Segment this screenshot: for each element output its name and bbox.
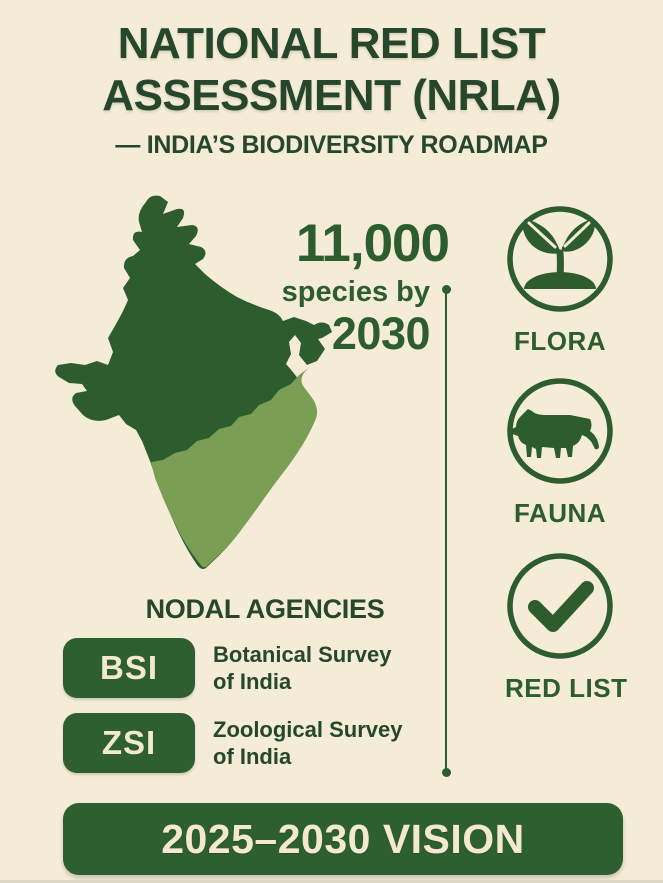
bottom-edge-divider: [0, 880, 663, 883]
timeline-line: [445, 289, 447, 772]
page-title: NATIONAL RED LIST ASSESSMENT (NRLA): [0, 18, 663, 122]
india-map: [55, 195, 332, 569]
goal-year: 2030: [331, 308, 431, 359]
vision-banner: 2025–2030 VISION: [63, 803, 623, 875]
agency-row-bsi: BSI Botanical Survey of India: [63, 638, 463, 698]
zsi-badge: ZSI: [63, 713, 195, 773]
seedling-icon: [507, 206, 613, 312]
header: NATIONAL RED LIST ASSESSMENT (NRLA) — IN…: [0, 18, 663, 160]
category-fauna: FAUNA: [505, 377, 615, 529]
bsi-name-line-1: Botanical Survey: [213, 642, 392, 667]
tiger-icon: [507, 378, 613, 484]
category-redlist: RED LIST: [505, 552, 628, 704]
flora-label: FLORA: [513, 326, 607, 356]
fauna-label: FAUNA: [513, 498, 607, 528]
goal-unit: species by: [281, 276, 430, 308]
zsi-name: Zoological Survey of India: [213, 716, 443, 770]
checkmark-icon: [507, 553, 613, 659]
timeline-dot-bottom: [442, 768, 451, 777]
goal-number: 11,000: [295, 214, 450, 273]
timeline-dot-top: [442, 285, 451, 294]
agency-row-zsi: ZSI Zoological Survey of India: [63, 713, 463, 773]
page-subtitle: — INDIA’S BIODIVERSITY ROADMAP: [115, 131, 548, 159]
title-line-2: ASSESSMENT (NRLA): [102, 71, 561, 120]
bsi-name: Botanical Survey of India: [213, 641, 443, 695]
goal-stat: 11,000 species by 2030: [281, 216, 450, 359]
india-map-light-south-region: [151, 367, 317, 568]
zsi-name-line-2: of India: [213, 744, 292, 769]
bsi-badge: BSI: [63, 638, 195, 698]
redlist-label: RED LIST: [505, 673, 628, 703]
title-line-1: NATIONAL RED LIST: [117, 19, 546, 68]
zsi-name-line-1: Zoological Survey: [213, 717, 403, 742]
bsi-name-line-2: of India: [213, 669, 292, 694]
agencies-heading: NODAL AGENCIES: [145, 594, 385, 624]
category-flora: FLORA: [505, 205, 615, 357]
